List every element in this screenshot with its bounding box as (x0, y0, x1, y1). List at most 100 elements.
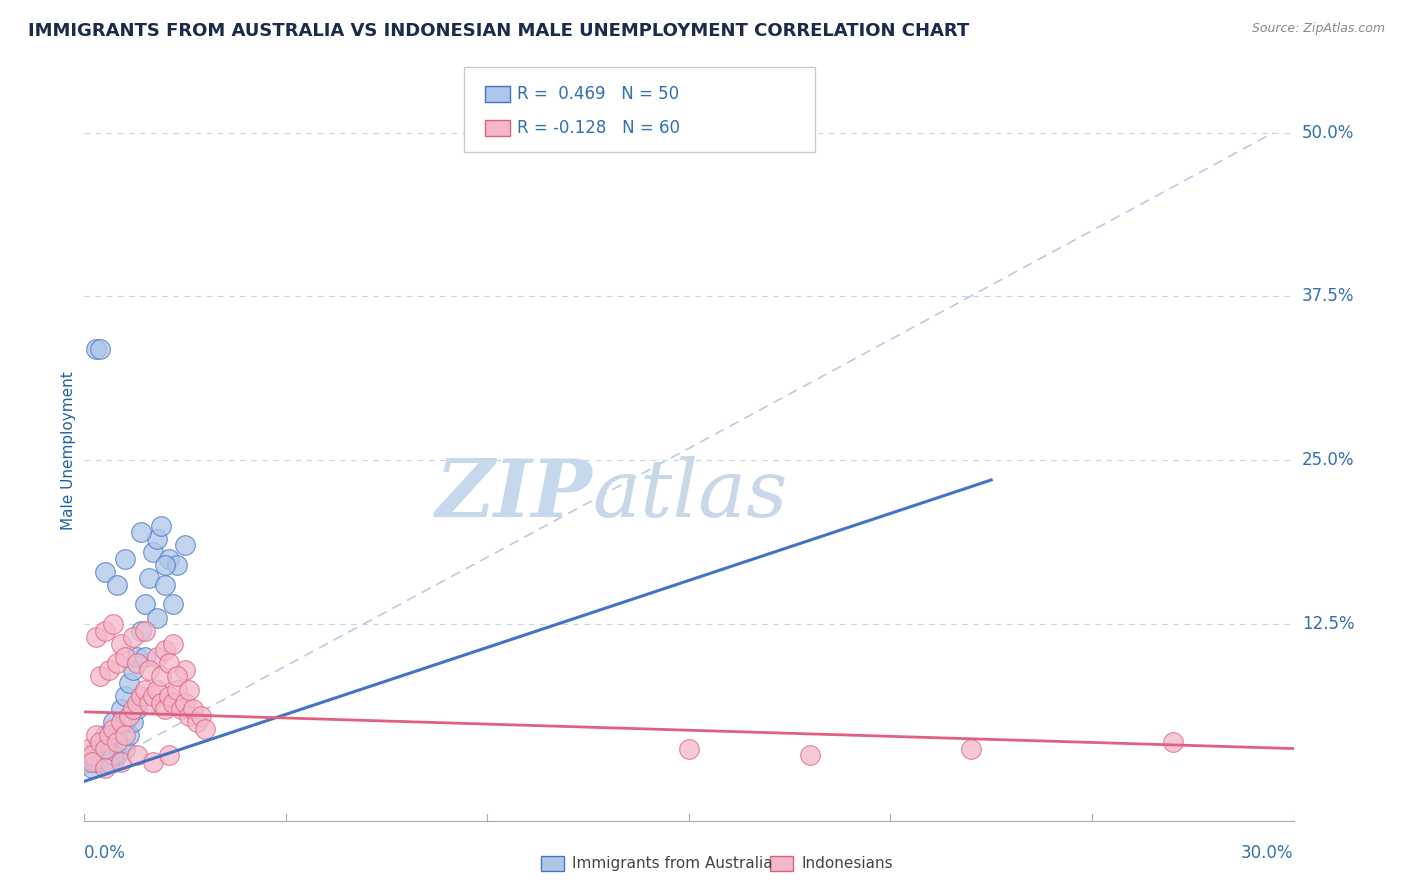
Point (93, 565, 115, 579)
Point (93, 624, 115, 638)
Point (162, 696, 184, 710)
Point (153, 702, 176, 716)
Point (114, 741, 136, 756)
Text: 50.0%: 50.0% (1302, 124, 1354, 142)
Point (149, 696, 172, 710)
Text: Source: ZipAtlas.com: Source: ZipAtlas.com (1251, 22, 1385, 36)
Point (101, 617, 124, 632)
Point (162, 598, 184, 612)
Text: atlas: atlas (592, 456, 787, 533)
Point (129, 624, 152, 638)
Point (101, 722, 124, 736)
Point (157, 551, 180, 566)
Point (121, 715, 143, 730)
Point (86, 729, 108, 743)
Point (118, 708, 141, 723)
Point (149, 669, 172, 683)
Point (93, 735, 115, 749)
Point (190, 708, 212, 723)
Point (146, 649, 169, 664)
Point (86, 741, 108, 756)
Point (153, 643, 176, 657)
Point (153, 578, 176, 592)
Point (110, 637, 132, 651)
Point (157, 657, 180, 671)
Point (97, 741, 120, 756)
Point (97, 755, 120, 769)
Point (121, 702, 143, 716)
Point (97, 748, 120, 763)
Point (179, 682, 201, 697)
Point (110, 715, 132, 730)
Point (110, 755, 132, 769)
Point (93, 755, 115, 769)
Point (101, 755, 124, 769)
Point (89, 748, 111, 763)
Point (799, 748, 821, 763)
Point (93, 741, 115, 756)
Point (174, 696, 197, 710)
Point (93, 729, 115, 743)
Point (101, 715, 124, 730)
Point (89, 342, 111, 356)
Point (678, 741, 700, 756)
Point (142, 755, 165, 769)
Point (125, 748, 148, 763)
Point (134, 682, 156, 697)
Point (105, 748, 128, 763)
Point (89, 669, 111, 683)
Point (97, 663, 120, 677)
Text: R =  0.469   N = 50: R = 0.469 N = 50 (517, 85, 679, 103)
Point (121, 663, 143, 677)
Text: ZIP: ZIP (436, 456, 592, 533)
Point (110, 741, 132, 756)
Point (146, 682, 169, 697)
Point (194, 722, 217, 736)
Text: 30.0%: 30.0% (1241, 844, 1294, 863)
Point (125, 696, 148, 710)
Point (166, 558, 188, 573)
Text: IMMIGRANTS FROM AUSTRALIA VS INDONESIAN MALE UNEMPLOYMENT CORRELATION CHART: IMMIGRANTS FROM AUSTRALIA VS INDONESIAN … (28, 22, 969, 40)
Point (186, 715, 208, 730)
Point (82, 748, 104, 763)
Point (114, 689, 136, 703)
Point (97, 729, 120, 743)
Point (166, 682, 188, 697)
Point (138, 663, 160, 677)
Point (179, 708, 201, 723)
Text: 12.5%: 12.5% (1302, 615, 1354, 633)
Point (89, 755, 111, 769)
Point (82, 755, 104, 769)
Point (174, 663, 197, 677)
Point (138, 696, 160, 710)
Point (960, 741, 983, 756)
Point (105, 729, 128, 743)
Point (105, 735, 128, 749)
Point (114, 715, 136, 730)
Point (118, 729, 141, 743)
Text: Immigrants from Australia: Immigrants from Australia (572, 856, 773, 871)
Point (118, 676, 141, 690)
Point (93, 761, 115, 775)
Point (146, 532, 169, 546)
Text: 37.5%: 37.5% (1302, 287, 1354, 305)
Point (105, 657, 128, 671)
Point (125, 702, 148, 716)
Point (121, 630, 143, 644)
Text: 25.0%: 25.0% (1302, 451, 1354, 469)
Point (142, 545, 165, 559)
Point (129, 689, 152, 703)
Point (114, 649, 136, 664)
Point (142, 689, 165, 703)
Point (101, 741, 124, 756)
Point (129, 525, 152, 540)
Text: 0.0%: 0.0% (84, 844, 127, 863)
Point (86, 342, 108, 356)
Point (134, 598, 156, 612)
Point (174, 539, 197, 553)
Point (134, 649, 156, 664)
Point (134, 624, 156, 638)
Y-axis label: Male Unemployment: Male Unemployment (60, 371, 76, 530)
Point (77, 755, 100, 769)
Point (153, 558, 176, 573)
